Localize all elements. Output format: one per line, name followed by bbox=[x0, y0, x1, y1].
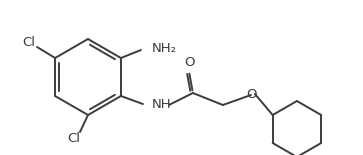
Text: O: O bbox=[247, 88, 257, 100]
Text: NH: NH bbox=[152, 98, 172, 111]
Text: NH₂: NH₂ bbox=[152, 42, 177, 55]
Text: O: O bbox=[185, 57, 195, 69]
Text: Cl: Cl bbox=[23, 35, 36, 49]
Text: Cl: Cl bbox=[68, 133, 81, 146]
